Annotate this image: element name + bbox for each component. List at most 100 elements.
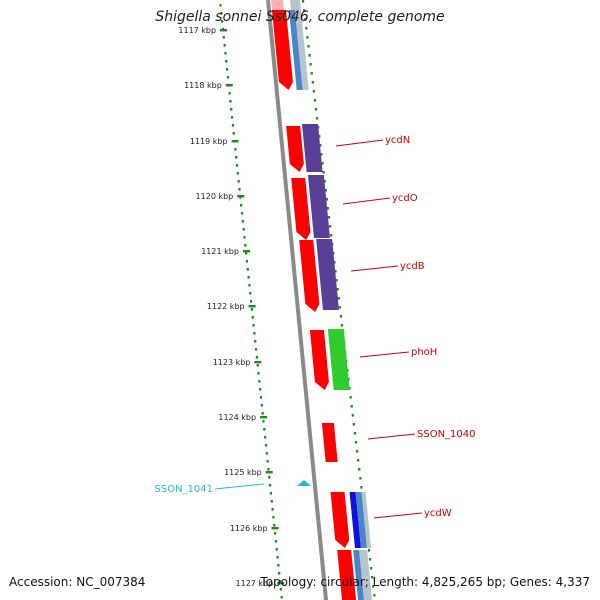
- outer-dot: [319, 144, 322, 147]
- gene-label: ycdB: [400, 261, 425, 272]
- ruler-dot: [267, 468, 270, 471]
- ruler-dot: [254, 340, 257, 343]
- gene-leader-line: [373, 512, 423, 519]
- ruler-dot: [266, 460, 269, 463]
- outer-dot: [302, 0, 305, 3]
- cds-block: [337, 550, 356, 600]
- ruler-ticks: 1117 kbp 1118 kbp 1119 kbp 1120 kbp 1121 kbp…: [178, 26, 285, 588]
- ruler-dot: [263, 428, 266, 431]
- ruler-dot: [228, 92, 231, 95]
- outer-dot: [368, 558, 372, 561]
- ruler-tick-label: 1122 kbp: [207, 302, 245, 311]
- ruler-dot: [231, 124, 235, 127]
- ruler-tick: [231, 140, 239, 143]
- cds-arrow: [330, 492, 350, 548]
- ruler-dot: [269, 492, 273, 495]
- outer-dot: [359, 477, 362, 480]
- outer-dot: [353, 432, 357, 435]
- outer-dot: [373, 594, 376, 597]
- outer-dot: [338, 306, 341, 309]
- gene-features: [271, 0, 372, 600]
- ruler-dot: [251, 316, 254, 319]
- ruler-dot: [272, 516, 275, 519]
- cog-block: [327, 329, 350, 390]
- ruler-dot: [274, 540, 277, 543]
- ruler-dot: [273, 524, 276, 527]
- ruler-dot: [250, 300, 253, 303]
- ruler-dot: [245, 260, 249, 263]
- outer-dot: [307, 45, 310, 48]
- ruler-dot: [235, 164, 239, 167]
- ruler-dot: [229, 100, 232, 103]
- cog-block: [359, 550, 372, 600]
- cog-block: [290, 0, 301, 10]
- ruler-dot: [278, 580, 282, 583]
- outer-dot: [303, 9, 306, 12]
- gene-label: ycdO: [392, 193, 418, 204]
- outer-dot: [324, 189, 327, 192]
- ruler-dot: [245, 252, 248, 255]
- ruler-tick: [248, 305, 256, 308]
- cog-block: [316, 239, 339, 310]
- gene-leader-line: [359, 351, 410, 358]
- genome-summary-text: Topology: circular; Length: 4,825,265 bp…: [260, 575, 590, 589]
- gene-leader-line: [342, 197, 391, 205]
- outer-dot: [335, 279, 338, 282]
- ruler-dot: [279, 588, 282, 591]
- outer-dot: [310, 72, 313, 75]
- gene-label: phoH: [411, 347, 437, 358]
- ruler-tick: [225, 84, 233, 87]
- ruler-dot: [260, 404, 263, 407]
- ruler-dot: [270, 500, 273, 503]
- ruler-dot: [277, 564, 280, 567]
- ruler-dot: [261, 412, 264, 415]
- cog-block: [288, 10, 303, 90]
- ruler-dot: [252, 324, 255, 327]
- ruler-dot: [234, 148, 237, 151]
- ruler-tick: [277, 582, 285, 585]
- ruler-dot: [247, 276, 250, 279]
- cog-block: [361, 492, 371, 548]
- outer-dot: [337, 297, 340, 300]
- ruler-dot: [226, 68, 229, 71]
- ruler-dotted-line: [219, 4, 283, 599]
- ruler-tick: [260, 416, 268, 419]
- gene-leader-line: [335, 139, 384, 147]
- ruler-dot: [259, 396, 263, 399]
- outer-dot: [322, 171, 325, 174]
- ruler-dot: [242, 228, 245, 231]
- ruler-dot: [249, 292, 252, 295]
- ruler-dot: [280, 596, 283, 599]
- outer-dot: [358, 468, 361, 471]
- ruler-dot: [258, 380, 261, 383]
- ruler-tick: [254, 361, 262, 364]
- cds-arrow: [286, 126, 304, 172]
- outer-dot: [329, 225, 332, 228]
- ruler-tick: [220, 29, 228, 32]
- outer-dot: [370, 567, 373, 570]
- outer-dot: [350, 405, 353, 408]
- cog-block: [349, 492, 361, 548]
- ruler-tick-label: 1117 kbp: [178, 26, 216, 35]
- ruler-dot: [271, 508, 274, 511]
- outer-dot: [348, 387, 351, 390]
- reverse-feature-marker: [297, 480, 311, 486]
- gene-labels: ycdN ycdO ycdB phoH SSON_1040 ycdW SSON_1041: [155, 135, 476, 519]
- outer-dot: [352, 423, 355, 426]
- ruler-dot: [276, 556, 279, 559]
- ruler-dot: [246, 268, 249, 271]
- outer-dot: [325, 198, 328, 201]
- ruler-dot: [240, 204, 243, 207]
- ruler-dot: [230, 116, 234, 119]
- ruler-dot: [259, 388, 262, 391]
- outer-dot: [330, 234, 333, 237]
- ruler-dot: [275, 548, 278, 551]
- cds-block: [321, 423, 338, 462]
- ruler-dot: [226, 76, 230, 79]
- outer-dot: [318, 135, 321, 138]
- ruler-tick-label: 1123 kbp: [213, 358, 251, 367]
- gene-leader-line: [367, 433, 416, 440]
- ruler-dot: [243, 236, 246, 239]
- ruler-tick-label: 1118 kbp: [184, 81, 222, 90]
